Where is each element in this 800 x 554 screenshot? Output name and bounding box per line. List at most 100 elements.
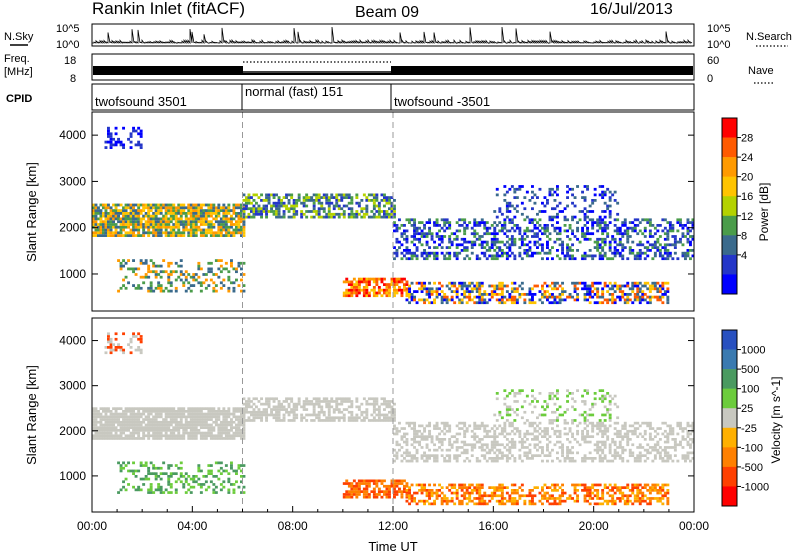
velocity-cell — [164, 415, 168, 419]
power-cell — [513, 298, 517, 302]
velocity-cell — [370, 479, 374, 483]
power-cell — [385, 201, 389, 205]
velocity-cell — [490, 443, 494, 447]
power-cell — [167, 264, 171, 268]
power-cell — [237, 284, 241, 287]
velocity-cell — [393, 410, 396, 414]
power-cell — [581, 287, 585, 291]
power-cell — [498, 284, 502, 288]
power-cell — [563, 215, 567, 219]
power-cell — [350, 286, 354, 289]
power-cell — [566, 254, 570, 258]
velocity-cell — [603, 457, 607, 460]
power-cell — [601, 190, 605, 194]
velocity-cell — [350, 484, 354, 488]
velocity-cell — [237, 466, 241, 470]
freq-trace-normal-gap — [243, 65, 391, 73]
power-cell — [137, 214, 141, 218]
velocity-cell — [385, 493, 389, 496]
power-cell — [576, 281, 580, 285]
power-cell — [458, 284, 462, 288]
power-cell — [212, 225, 216, 229]
velocity-cell — [247, 397, 251, 401]
power-colorbar-swatch-1 — [722, 137, 737, 158]
velocity-cell — [217, 415, 221, 419]
velocity-cell — [357, 482, 361, 485]
power-cell — [227, 217, 231, 221]
velocity-cell — [287, 410, 291, 414]
power-cell — [438, 235, 442, 238]
velocity-cell — [583, 421, 587, 425]
velocity-cell — [598, 429, 602, 433]
velocity-cell — [222, 469, 226, 473]
power-cell — [651, 295, 655, 299]
velocity-cell — [360, 419, 364, 422]
power-cell — [686, 218, 690, 222]
velocity-cell — [618, 446, 622, 449]
power-cell — [124, 231, 128, 235]
velocity-cell — [262, 413, 266, 417]
power-cell — [204, 273, 208, 276]
power-cell — [445, 257, 449, 261]
power-cell — [493, 237, 497, 241]
power-cell — [598, 281, 602, 285]
power-cell — [97, 223, 100, 226]
power-cell — [157, 281, 161, 285]
velocity-cell — [204, 434, 208, 438]
velocity-cell — [194, 412, 198, 416]
power-cell — [204, 234, 208, 237]
power-cell — [656, 295, 660, 299]
velocity-cell — [97, 410, 100, 413]
velocity-cell — [219, 434, 223, 438]
velocity-cell — [154, 415, 158, 419]
velocity-cell — [199, 415, 203, 419]
power-cell — [247, 199, 251, 202]
power-cell — [420, 251, 424, 255]
power-cell — [232, 217, 236, 221]
velocity-cell — [164, 426, 168, 430]
power-cell — [300, 212, 304, 216]
velocity-cell — [586, 429, 590, 433]
power-cell — [453, 281, 457, 285]
velocity-cell — [531, 454, 534, 458]
velocity-cell — [144, 461, 148, 465]
power-cell — [548, 232, 552, 236]
power-cell — [666, 232, 670, 236]
velocity-cell — [127, 469, 131, 473]
power-cell — [202, 212, 206, 215]
power-cell — [666, 257, 670, 261]
velocity-cell — [425, 459, 429, 463]
power-cell — [606, 232, 610, 236]
power-cell — [568, 224, 572, 227]
power-cell — [192, 203, 196, 207]
power-cell — [295, 210, 299, 213]
velocity-cell — [167, 410, 171, 413]
power-cell — [470, 287, 474, 291]
velocity-cell — [691, 440, 695, 444]
power-cell — [137, 234, 141, 237]
velocity-cell — [448, 429, 452, 433]
velocity-cell — [425, 438, 429, 441]
velocity-cell — [199, 437, 203, 440]
velocity-cell — [623, 435, 627, 439]
velocity-cell — [287, 402, 291, 406]
velocity-cell — [395, 427, 399, 430]
power-cell — [350, 288, 354, 292]
power-cell — [350, 210, 354, 213]
power-cell — [197, 281, 201, 285]
power-cell — [209, 223, 213, 226]
power-cell — [621, 290, 625, 293]
velocity-cell — [169, 420, 173, 424]
power-cell — [603, 221, 607, 224]
power-cell — [420, 290, 424, 293]
velocity-cell — [691, 427, 695, 430]
velocity-cell — [184, 410, 188, 413]
power-cell — [192, 284, 196, 287]
velocity-cell — [192, 426, 196, 430]
power-cell — [450, 290, 454, 293]
velocity-cell — [335, 408, 339, 411]
power-cell — [174, 220, 178, 224]
power-cell — [227, 289, 231, 293]
velocity-cell — [395, 454, 399, 458]
power-cell — [159, 270, 163, 274]
